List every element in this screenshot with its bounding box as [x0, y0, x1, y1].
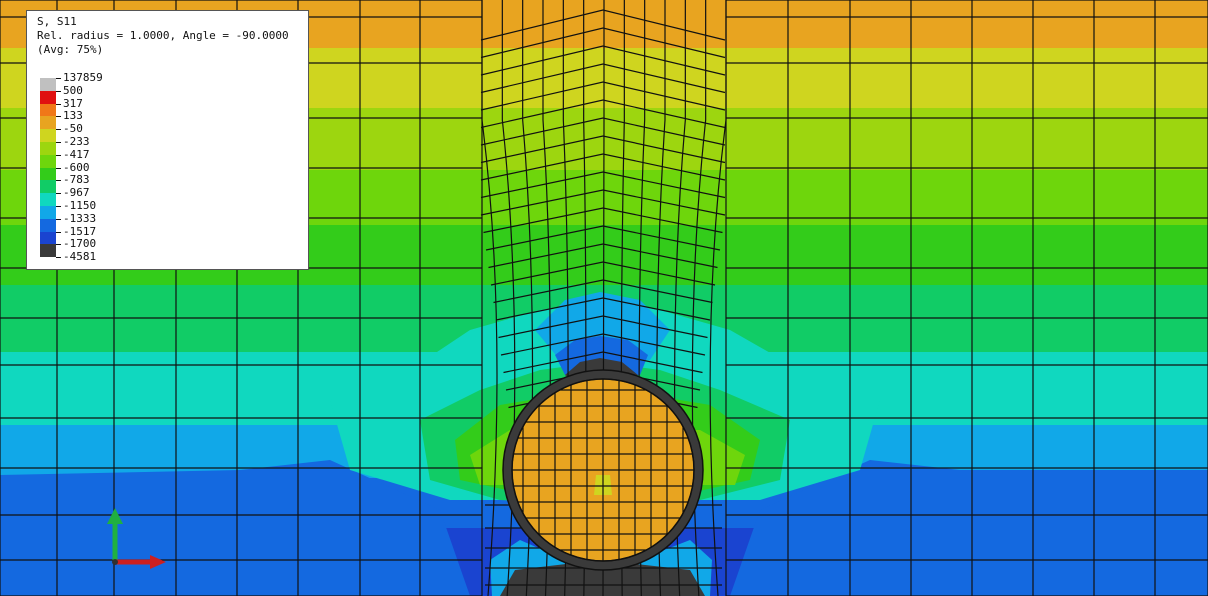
legend-value: 137859: [63, 71, 103, 84]
z-axis-dot: [112, 559, 118, 565]
legend-swatch: [40, 90, 56, 104]
legend-swatch: [40, 206, 56, 219]
refined-mesh-row: [493, 279, 713, 304]
legend-tick: [56, 218, 61, 220]
legend-swatch: [40, 231, 56, 245]
refined-mesh-row: [490, 261, 716, 286]
legend-variable: S, S11: [37, 15, 77, 28]
refined-mesh-row: [480, 27, 726, 59]
legend-tick: [56, 103, 61, 105]
legend-averaging: (Avg: 75%): [37, 43, 104, 56]
pipe-outer-edge: [502, 369, 704, 571]
legend-swatch: [40, 142, 56, 155]
legend-tick: [56, 193, 61, 195]
refined-mesh-row: [483, 207, 723, 234]
legend-value: -50: [63, 122, 83, 136]
refined-mesh-row: [498, 315, 708, 339]
pipe-inner-edge: [511, 378, 695, 562]
refined-mesh-row: [480, 117, 726, 146]
legend-swatch: [40, 218, 56, 232]
coordinate-triad: [107, 508, 166, 569]
refined-mesh-column: [691, 0, 707, 596]
legend-tick: [56, 180, 61, 182]
refined-mesh-row: [480, 171, 726, 199]
legend-swatch: [40, 116, 56, 130]
legend-tick: [56, 90, 61, 92]
legend-value: -1333: [63, 211, 97, 225]
legend-tick: [56, 154, 61, 156]
refined-mesh-row: [495, 297, 711, 321]
refined-mesh-row: [500, 333, 706, 356]
legend-swatch: [40, 103, 56, 117]
refined-mesh-row: [503, 351, 703, 374]
refined-mesh-row: [480, 9, 726, 41]
legend-value: -1700: [63, 237, 97, 251]
legend-value: 317: [63, 96, 83, 110]
legend-tick: [56, 257, 61, 259]
refined-mesh-column: [481, 0, 498, 596]
legend-value: -600: [63, 160, 90, 174]
legend-tick: [56, 206, 61, 207]
legend-value: -4581: [63, 250, 97, 264]
refined-mesh-row: [480, 99, 726, 129]
legend-section-info: Rel. radius = 1.0000, Angle = -90.0000: [37, 29, 289, 42]
legend-swatch: [40, 78, 56, 91]
refined-mesh-row: [480, 153, 726, 181]
x-axis-arrowhead: [150, 555, 166, 569]
refined-mesh-row: [480, 81, 726, 111]
legend-tick: [56, 116, 61, 118]
legend-swatch: [40, 129, 56, 142]
legend-swatch: [40, 180, 56, 194]
legend-tick: [56, 244, 61, 246]
legend-tick: [56, 231, 61, 233]
legend-value: -417: [63, 147, 90, 161]
legend-tick: [56, 78, 61, 79]
legend-swatch: [40, 193, 56, 206]
legend-tick: [56, 142, 61, 143]
legend-value: 133: [63, 109, 83, 123]
contour-light-blue-crown: [535, 292, 670, 360]
legend-value: -783: [63, 173, 90, 187]
legend-tick: [56, 129, 61, 131]
refined-mesh-row: [480, 189, 726, 216]
pipe-section: [502, 369, 704, 571]
refined-mesh-row: [480, 63, 726, 94]
legend-value: -1517: [63, 224, 97, 238]
legend-tick: [56, 167, 61, 169]
contour-legend: S, S11 Rel. radius = 1.0000, Angle = -90…: [26, 10, 309, 270]
legend-value: -233: [63, 135, 90, 148]
refined-mesh-column: [501, 0, 516, 596]
refined-mesh-row: [480, 45, 726, 76]
legend-value: 500: [63, 83, 83, 97]
refined-mesh-row: [488, 243, 718, 269]
legend-swatch: [40, 244, 56, 258]
y-axis-arrowhead: [107, 508, 123, 524]
refined-mesh-row: [485, 225, 721, 251]
legend-swatch: [40, 154, 56, 168]
refined-mesh-row: [480, 135, 726, 164]
legend-swatch: [40, 167, 56, 181]
legend-value: -1150: [63, 199, 97, 212]
legend-value: -967: [63, 186, 90, 200]
